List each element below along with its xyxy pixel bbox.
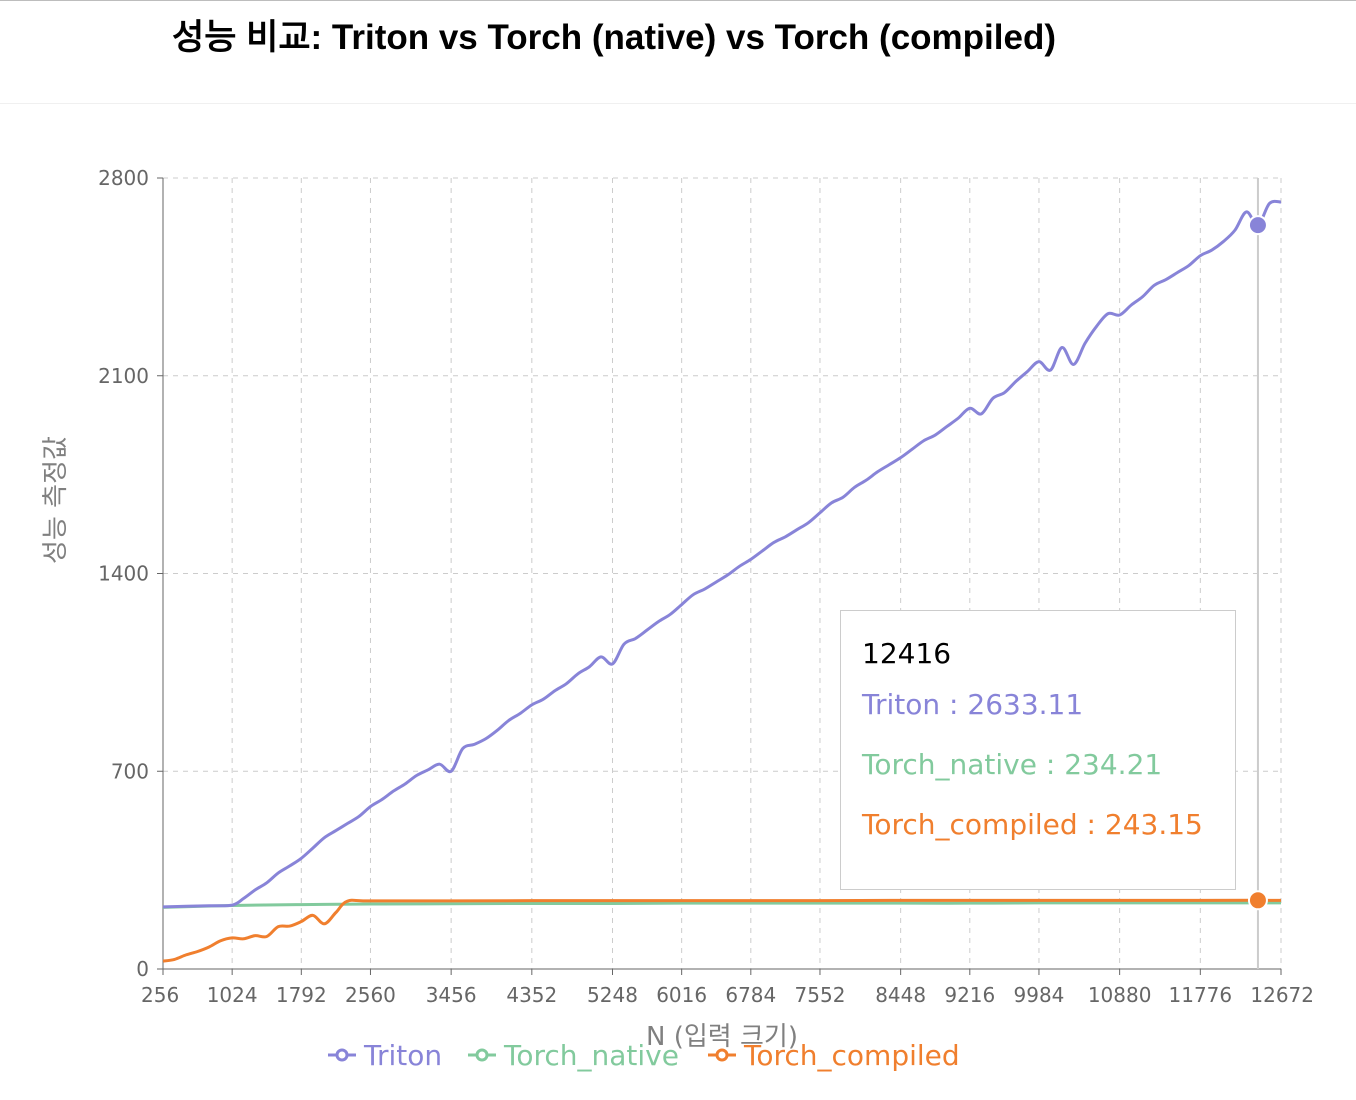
x-tick-label: 9216 [944,983,995,1007]
tooltip-item-value: 2633.11 [967,688,1084,721]
y-tick-label: 1400 [98,562,149,586]
tooltip-item-torch-compiled: Torch_compiled : 243.15 [862,808,1203,841]
x-tick-label: 10880 [1088,983,1152,1007]
x-tick-label: 6016 [656,983,707,1007]
x-tick-label: 1024 [207,983,258,1007]
x-tick-label: 2560 [345,983,396,1007]
chart-axes: 256 1024 1792 2560 3456 4352 5248 6016 6784 7552 8… [98,166,1314,1007]
active-dots [1247,215,1268,911]
x-tick-label: 4352 [506,983,557,1007]
chart-legend[interactable]: Triton Torch_native Torch_compiled [328,1039,960,1072]
x-tick-label: 5248 [587,983,638,1007]
legend-item-torch-compiled[interactable]: Torch_compiled [708,1039,960,1072]
legend-label: Torch_native [503,1039,679,1072]
legend-circle-icon [715,1048,729,1062]
x-tick-label: 7552 [795,983,846,1007]
y-axis-label: 성능 측정값 [41,436,71,564]
page-title: 성능 비교: Triton vs Torch (native) vs Torch… [172,18,1056,57]
tooltip-label: 12416 [862,637,952,670]
legend-circle-icon [475,1048,489,1062]
x-tick-label: 12672 [1250,983,1314,1007]
chart-grid [162,177,1282,970]
y-tick-label: 700 [111,759,149,783]
tooltip-item-value: 234.21 [1064,748,1163,781]
x-tick-label: 6784 [725,983,776,1007]
x-tick-label: 8448 [875,983,926,1007]
x-tick-label: 1792 [276,983,327,1007]
series-line-torch-compiled[interactable] [162,898,1282,963]
tooltip-item-torch-native: Torch_native : 234.21 [862,748,1163,781]
y-tick-label: 2100 [98,364,149,388]
legend-circle-icon [335,1048,349,1062]
active-dot-torch-compiled [1247,890,1268,911]
x-tick-label: 3456 [426,983,477,1007]
x-tick-label: 11776 [1169,983,1233,1007]
tooltip-item-name: Torch_compiled [862,808,1078,841]
active-dot-triton [1247,215,1268,236]
tooltip-item-triton: Triton : 2633.11 [862,688,1084,721]
x-axis-label: N (입력 크기) [646,1022,798,1052]
legend-item-triton[interactable]: Triton [328,1039,442,1072]
x-tick-label: 256 [141,983,179,1007]
series-line-torch-native[interactable] [162,901,1282,909]
y-tick-label: 0 [136,957,149,981]
series-lines[interactable] [162,199,1282,963]
legend-item-torch-native[interactable]: Torch_native [468,1039,679,1072]
legend-label: Torch_compiled [743,1039,960,1072]
tooltip-item-name: Triton [862,688,941,721]
x-tick-label: 9984 [1014,983,1065,1007]
tooltip-item-value: 243.15 [1104,808,1203,841]
y-tick-label: 2800 [98,166,149,190]
chart-tooltip: 12416 Triton : 2633.11 Torch_native : 23… [840,610,1236,890]
legend-label: Triton [363,1039,442,1072]
window-top-border [0,0,1356,1]
series-line-triton[interactable] [162,199,1282,909]
page-header: 성능 비교: Triton vs Torch (native) vs Torch… [0,1,1356,104]
tooltip-item-name: Torch_native [862,748,1037,781]
